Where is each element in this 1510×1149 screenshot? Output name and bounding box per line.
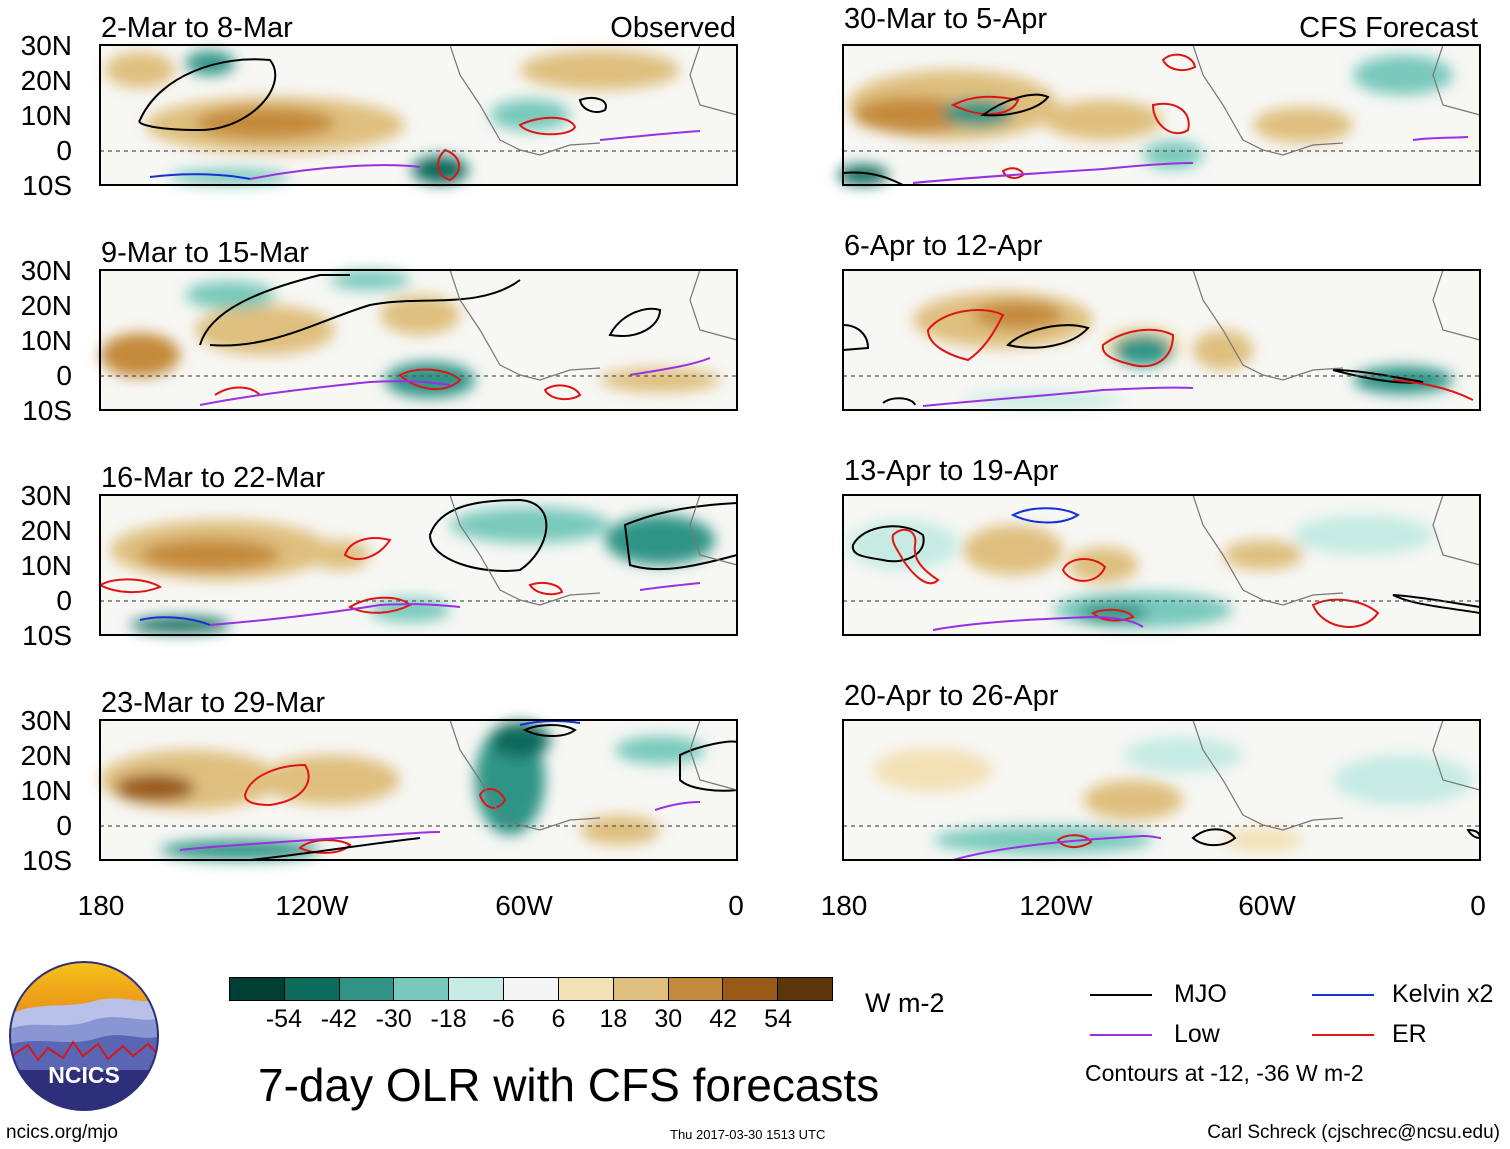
lon-label: 120W [275, 890, 349, 921]
lat-label: 20N [21, 290, 72, 321]
colorbar-swatch [723, 978, 779, 1000]
legend-line [1090, 1034, 1152, 1036]
lat-label: 30N [21, 30, 72, 61]
colorbar-tick-label: -42 [320, 1005, 357, 1033]
lat-label: 10N [21, 100, 72, 131]
contour-note: Contours at -12, -36 W m-2 [1085, 1060, 1364, 1086]
colorbar-tick-label: 6 [551, 1005, 566, 1033]
lat-label: 20N [21, 65, 72, 96]
colorbar-tick-label: 42 [709, 1005, 738, 1033]
colorbar-tick-label: 18 [599, 1005, 628, 1033]
map-panel [838, 44, 1481, 186]
panel-title: 16-Mar to 22-Mar [101, 462, 325, 494]
map-panel [99, 719, 738, 861]
colorbar-swatch [449, 978, 505, 1000]
colorbar-swatch [284, 978, 340, 1000]
timestamp: Thu 2017-03-30 1513 UTC [670, 1127, 826, 1142]
panel-title: 2-Mar to 8-Mar [101, 12, 293, 44]
lat-label: 10N [21, 775, 72, 806]
panel-title: 6-Apr to 12-Apr [844, 230, 1043, 262]
colorbar-swatch [394, 978, 450, 1000]
lat-label: 20N [21, 740, 72, 771]
colorbar-tick-label: -54 [265, 1005, 302, 1033]
lat-label: 0 [56, 360, 72, 391]
lon-label: 60W [495, 890, 553, 921]
colorbar-tick-label: -6 [492, 1005, 515, 1033]
figure-title: 7-day OLR with CFS forecasts [258, 1059, 880, 1111]
lat-label: 30N [21, 705, 72, 736]
legend-line [1090, 994, 1152, 996]
legend-label: MJO [1174, 980, 1227, 1008]
map-panel [99, 44, 738, 186]
lat-label: 0 [56, 135, 72, 166]
lon-axis-labels: 180 120W 60W 0 180 120W 60W 0 [78, 890, 1486, 921]
lat-label: 10N [21, 325, 72, 356]
lon-label: 180 [821, 890, 868, 921]
legend-label: Low [1174, 1020, 1220, 1048]
legend-label: ER [1392, 1020, 1427, 1048]
map-panel [97, 494, 738, 636]
panel-title: 30-Mar to 5-Apr [844, 3, 1047, 35]
colorbar-tick-label: -18 [430, 1005, 467, 1033]
panel-title: 9-Mar to 15-Mar [101, 237, 309, 269]
colorbar-tick-label: -30 [375, 1005, 412, 1033]
colorbar-swatch [778, 978, 832, 1000]
lat-label: 10S [22, 845, 72, 876]
colorbar-ticks: -54 -42 -30 -18 -6 6 18 30 42 54 [229, 1005, 833, 1035]
colorbar-swatch [504, 978, 559, 1000]
colorbar [229, 977, 833, 1001]
lat-label: 20N [21, 515, 72, 546]
lat-label: 10S [22, 395, 72, 426]
map-panel [842, 719, 1482, 861]
legend-line [1312, 1034, 1374, 1036]
colorbar-swatch [339, 978, 395, 1000]
forecast-label: CFS Forecast [1299, 12, 1478, 44]
map-panel [842, 269, 1481, 411]
lat-axis-labels: 30N 20N 10N 0 10S 30N 20N 10N 0 10S 30N … [21, 30, 72, 876]
credit: Carl Schreck (cjschrec@ncsu.edu) [1207, 1122, 1500, 1143]
colorbar-tick-label: 54 [764, 1005, 792, 1033]
lat-label: 10S [22, 620, 72, 651]
colorbar-swatch [558, 978, 614, 1000]
lat-label: 30N [21, 480, 72, 511]
map-panel [99, 269, 738, 411]
legend-line [1312, 994, 1374, 996]
lon-label: 60W [1238, 890, 1296, 921]
panel-title: 13-Apr to 19-Apr [844, 455, 1059, 487]
observed-label: Observed [610, 12, 736, 44]
colorbar-swatch [230, 978, 285, 1000]
panel-title: 23-Mar to 29-Mar [101, 687, 325, 719]
lon-label: 180 [78, 890, 125, 921]
olr-map-grid: Observed CFS Forecast [21, 3, 1486, 921]
ncics-logo: NCICS [8, 960, 160, 1112]
legend-label: Kelvin x2 [1392, 980, 1494, 1008]
lon-label: 0 [728, 890, 744, 921]
lat-label: 10S [22, 170, 72, 201]
lon-label: 0 [1470, 890, 1486, 921]
site-link[interactable]: ncics.org/mjo [6, 1122, 118, 1143]
colorbar-swatch [668, 978, 724, 1000]
lat-label: 0 [56, 585, 72, 616]
colorbar-swatch [613, 978, 669, 1000]
map-panel [842, 494, 1481, 636]
colorbar-unit: W m-2 [865, 988, 945, 1018]
panel-title: 20-Apr to 26-Apr [844, 680, 1059, 712]
lat-label: 10N [21, 550, 72, 581]
colorbar-tick-label: 30 [654, 1005, 683, 1033]
lon-label: 120W [1019, 890, 1093, 921]
logo-text: NCICS [48, 1062, 120, 1088]
lat-label: 0 [56, 810, 72, 841]
lat-label: 30N [21, 255, 72, 286]
